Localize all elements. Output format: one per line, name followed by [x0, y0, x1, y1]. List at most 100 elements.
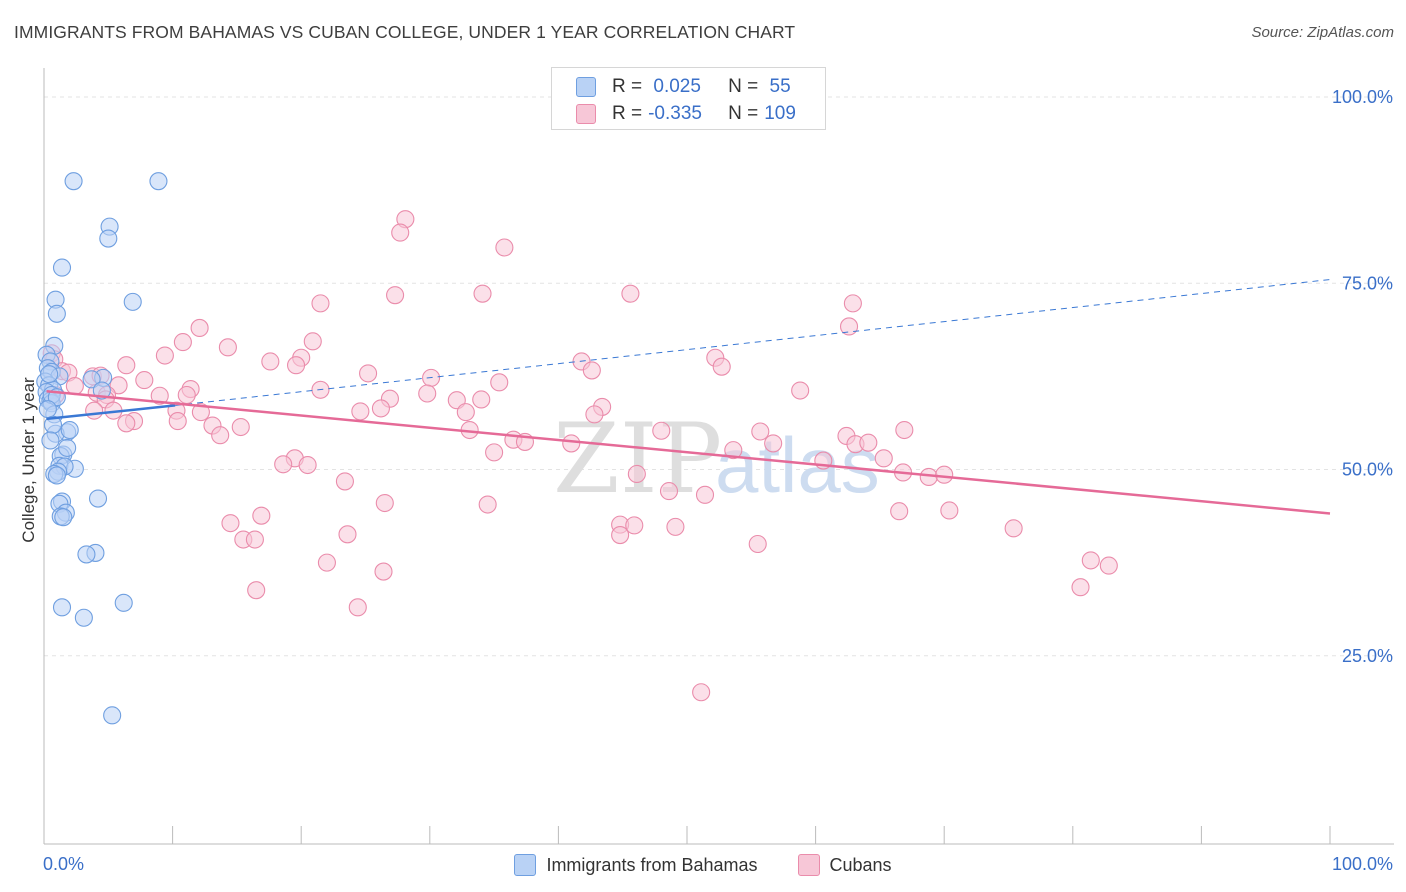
point-cubans	[218, 338, 237, 357]
point-cubans	[173, 333, 192, 352]
point-cubans	[1099, 556, 1118, 575]
point-cubans	[117, 414, 136, 433]
point-bahamas	[149, 172, 168, 191]
trend-bahamas-dashed	[175, 279, 1331, 406]
point-cubans	[245, 530, 264, 549]
legend-swatch-cubans	[797, 854, 820, 876]
gridlines	[44, 96, 1394, 657]
point-bahamas	[92, 381, 111, 400]
point-bahamas	[54, 508, 73, 527]
point-cubans	[478, 495, 497, 514]
x-tick-label: 100.0%	[1332, 854, 1393, 874]
stats-r-label: R =	[612, 76, 643, 97]
point-cubans	[303, 332, 322, 351]
point-cubans	[311, 294, 330, 313]
point-cubans	[472, 390, 491, 409]
point-cubans	[117, 356, 136, 375]
point-cubans	[843, 294, 862, 313]
point-bahamas	[47, 304, 66, 323]
stats-n-value-bahamas: 55	[764, 76, 791, 97]
point-bahamas	[114, 593, 133, 612]
point-cubans	[940, 501, 959, 520]
point-cubans	[485, 443, 504, 462]
point-cubans	[298, 455, 317, 475]
point-cubans	[751, 422, 770, 441]
point-cubans	[1004, 519, 1023, 538]
point-cubans	[191, 403, 210, 422]
point-cubans	[335, 472, 354, 491]
stats-r-value-cubans: -0.335	[648, 103, 702, 124]
point-cubans	[190, 318, 209, 338]
legend-swatch-bahamas	[514, 854, 537, 876]
point-bahamas	[47, 466, 66, 485]
axes	[43, 68, 1394, 845]
point-cubans	[418, 384, 437, 403]
watermark-zip: ZIP	[553, 403, 722, 515]
point-cubans	[211, 426, 230, 445]
point-cubans	[874, 449, 893, 468]
point-cubans	[652, 421, 671, 440]
point-bahamas	[99, 229, 118, 248]
chart-title: IMMIGRANTS FROM BAHAMAS VS CUBAN COLLEGE…	[14, 22, 796, 42]
x-tick-label: 0.0%	[43, 854, 84, 874]
point-cubans	[473, 284, 492, 303]
point-cubans	[231, 417, 250, 437]
point-cubans	[371, 399, 390, 418]
point-cubans	[585, 405, 604, 424]
point-bahamas	[103, 706, 122, 725]
stats-n-label: N =	[728, 76, 759, 97]
point-cubans	[351, 402, 370, 421]
point-bahamas	[40, 365, 59, 384]
point-cubans	[659, 482, 679, 501]
point-cubans	[1071, 578, 1090, 597]
point-bahamas	[77, 545, 96, 564]
point-cubans	[247, 581, 266, 600]
point-cubans	[374, 562, 393, 581]
point-cubans	[386, 286, 405, 305]
y-tick-label: 100.0%	[1332, 87, 1393, 107]
point-cubans	[582, 361, 601, 380]
point-cubans	[221, 514, 240, 533]
point-cubans	[150, 386, 169, 405]
stats-n-value-cubans: 109	[764, 103, 796, 124]
point-cubans	[748, 534, 767, 554]
point-cubans	[895, 420, 914, 440]
legend-item-bahamas[interactable]: Immigrants from Bahamas	[514, 854, 758, 876]
point-cubans	[155, 346, 174, 365]
point-cubans	[375, 493, 394, 513]
point-cubans	[764, 434, 783, 453]
point-cubans	[274, 455, 293, 474]
tick-labels: 25.0% 50.0% 75.0% 100.0% 0.0% 100.0%	[43, 87, 1393, 874]
series-bahamas	[36, 172, 168, 725]
point-cubans	[177, 385, 196, 405]
point-cubans	[890, 502, 909, 521]
point-cubans	[692, 683, 711, 702]
point-cubans	[348, 598, 367, 617]
point-cubans	[791, 381, 810, 400]
point-bahamas	[88, 489, 108, 508]
point-cubans	[625, 516, 644, 535]
point-cubans	[621, 284, 640, 303]
stats-r-label: R =	[612, 103, 643, 124]
stats-n-label: N =	[728, 103, 759, 124]
point-cubans	[666, 517, 685, 536]
point-cubans	[109, 376, 128, 395]
point-bahamas	[82, 370, 101, 389]
point-cubans	[317, 553, 336, 572]
point-bahamas	[52, 598, 72, 617]
point-cubans	[490, 373, 509, 392]
point-bahamas	[38, 400, 57, 419]
point-bahamas	[58, 438, 77, 457]
point-bahamas	[60, 420, 79, 440]
point-cubans	[859, 433, 878, 452]
stats-legend: R = 0.025 N = 55 R = -0.335 N = 109	[551, 67, 826, 130]
point-cubans	[391, 223, 410, 242]
point-cubans	[935, 465, 954, 484]
point-cubans	[135, 371, 154, 390]
legend-item-cubans[interactable]: Cubans	[797, 854, 892, 876]
point-cubans	[261, 352, 280, 371]
bottom-legend: Immigrants from Bahamas Cubans	[0, 852, 1406, 878]
point-cubans	[712, 357, 731, 376]
point-cubans	[495, 238, 514, 257]
point-bahamas	[52, 258, 72, 277]
